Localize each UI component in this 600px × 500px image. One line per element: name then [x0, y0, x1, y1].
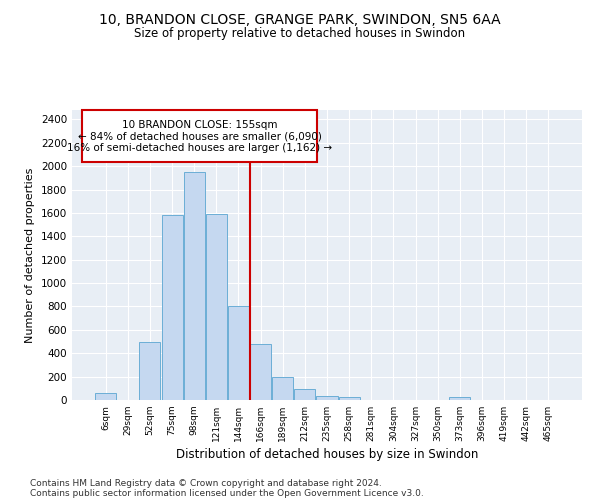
Bar [316, 396, 338, 400]
Bar [206, 214, 227, 400]
Text: Contains HM Land Registry data © Crown copyright and database right 2024.: Contains HM Land Registry data © Crown c… [30, 478, 382, 488]
Bar [295, 390, 316, 400]
Bar [95, 393, 116, 400]
Text: 10 BRANDON CLOSE: 155sqm
← 84% of detached houses are smaller (6,090)
16% of sem: 10 BRANDON CLOSE: 155sqm ← 84% of detach… [67, 120, 332, 152]
Bar [228, 306, 249, 400]
Bar [449, 398, 470, 400]
Bar [184, 172, 205, 400]
Text: 10, BRANDON CLOSE, GRANGE PARK, SWINDON, SN5 6AA: 10, BRANDON CLOSE, GRANGE PARK, SWINDON,… [99, 12, 501, 26]
Y-axis label: Number of detached properties: Number of detached properties [25, 168, 35, 342]
Bar [161, 215, 182, 400]
Text: Size of property relative to detached houses in Swindon: Size of property relative to detached ho… [134, 28, 466, 40]
Bar [272, 376, 293, 400]
Bar [139, 342, 160, 400]
FancyBboxPatch shape [82, 110, 317, 162]
Bar [338, 396, 359, 400]
Text: Contains public sector information licensed under the Open Government Licence v3: Contains public sector information licen… [30, 488, 424, 498]
X-axis label: Distribution of detached houses by size in Swindon: Distribution of detached houses by size … [176, 448, 478, 461]
Bar [250, 344, 271, 400]
